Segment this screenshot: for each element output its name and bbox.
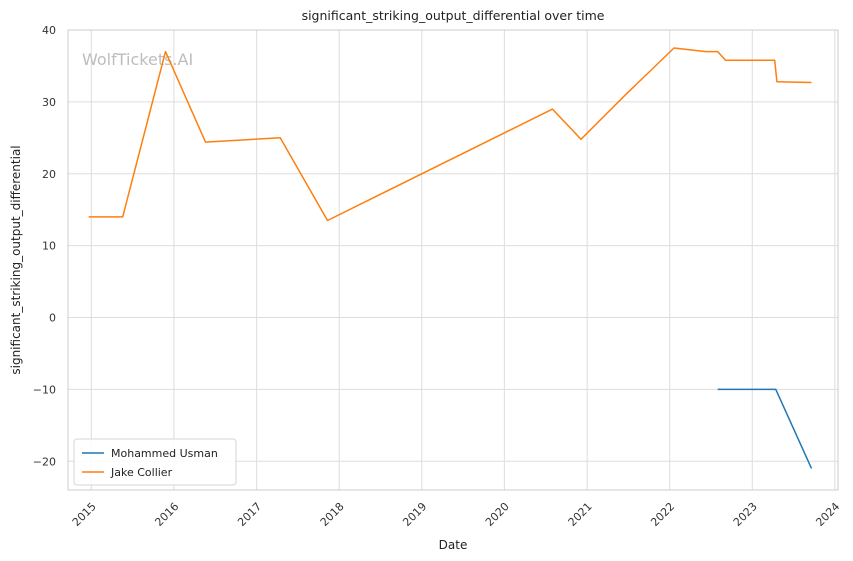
x-tick-label: 2024 [813,500,842,529]
x-tick-label: 2022 [648,500,677,529]
series-layer [88,47,813,469]
plot-frame [67,29,839,491]
y-tick-label: 30 [42,96,56,109]
series-line [88,47,812,222]
y-tick-label: 40 [42,24,56,37]
legend: Mohammed Usman Jake Collier [73,438,237,486]
grid [68,29,838,490]
x-tick-label: 2019 [400,500,429,529]
legend-label: Jake Collier [110,466,173,479]
y-tick-label: −20 [33,455,56,468]
y-tick-label: 20 [42,168,56,181]
x-tick-label: 2021 [566,500,595,529]
watermark: WolfTickets.AI [82,50,193,69]
x-tick-label: 2018 [318,500,347,529]
y-tick-label: 10 [42,240,56,253]
legend-box [73,438,237,486]
x-axis-label: Date [439,538,468,552]
y-axis-label: significant_striking_output_differential [9,145,23,374]
series-line [717,388,813,469]
chart-title: significant_striking_output_differential… [302,8,605,23]
x-tick-label: 2020 [483,500,512,529]
y-tick-label: 0 [49,312,56,325]
x-tick-label: 2015 [70,500,99,529]
y-tick-label: −10 [33,383,56,396]
legend-label: Mohammed Usman [111,447,218,460]
x-tick-label: 2016 [152,500,181,529]
x-tick-label: 2017 [235,500,264,529]
x-tick-label: 2023 [731,500,760,529]
